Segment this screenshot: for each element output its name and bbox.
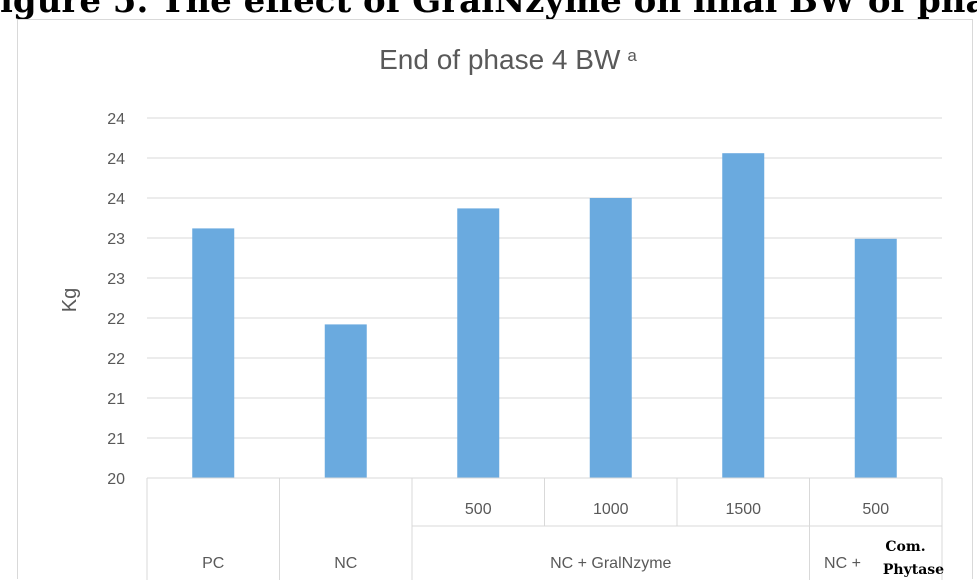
bars <box>192 153 897 478</box>
chart-title-main: End of phase 4 BW <box>379 44 621 75</box>
bar <box>192 228 235 478</box>
x-tick-label: 1000 <box>593 501 629 518</box>
x-group-label-extra: Com. <box>885 539 925 555</box>
y-tick-label: 24 <box>107 111 125 128</box>
bar <box>722 153 765 478</box>
grid-lines <box>147 117 942 439</box>
y-tick-labels: 20 21 21 22 22 23 23 24 24 24 <box>107 111 125 488</box>
y-tick-label: 20 <box>107 471 125 488</box>
y-tick-label: 21 <box>107 431 125 448</box>
bar <box>854 238 897 478</box>
bar <box>589 198 632 478</box>
y-tick-label: 21 <box>107 391 125 408</box>
x-group-label: NC + GralNzyme <box>550 555 671 572</box>
y-tick-label: 24 <box>107 151 125 168</box>
bar <box>457 208 500 478</box>
x-tick-label: 1500 <box>725 501 761 518</box>
chart-title-superscript: a <box>627 46 637 65</box>
bar-chart: End of phase 4 BW a Kg 20 21 21 22 22 23 23 24 24… <box>59 44 944 580</box>
x-group-label: PC <box>202 555 224 572</box>
y-tick-label: 23 <box>107 271 125 288</box>
y-tick-label: 22 <box>107 351 125 368</box>
y-tick-label: 24 <box>107 191 125 208</box>
figure-caption: igure 5. The effect of GralNzyme on fina… <box>0 0 977 21</box>
x-group-label: NC + <box>824 555 861 572</box>
chart-title: End of phase 4 BW a <box>379 44 637 75</box>
y-axis-label: Kg <box>59 288 81 312</box>
y-tick-label: 23 <box>107 231 125 248</box>
x-group-label: NC <box>334 555 357 572</box>
x-tick-label: 500 <box>465 501 492 518</box>
y-tick-label: 22 <box>107 311 125 328</box>
x-group-label-extra: Phytase <box>883 562 944 578</box>
chart-frame: End of phase 4 BW a Kg 20 21 21 22 22 23 23 24 24… <box>17 19 973 580</box>
bar <box>324 324 367 478</box>
x-tick-label: 500 <box>862 501 889 518</box>
x-axis-table: 500 1000 1500 500 PC NC NC + GralNzyme NC + Com.… <box>146 477 944 580</box>
